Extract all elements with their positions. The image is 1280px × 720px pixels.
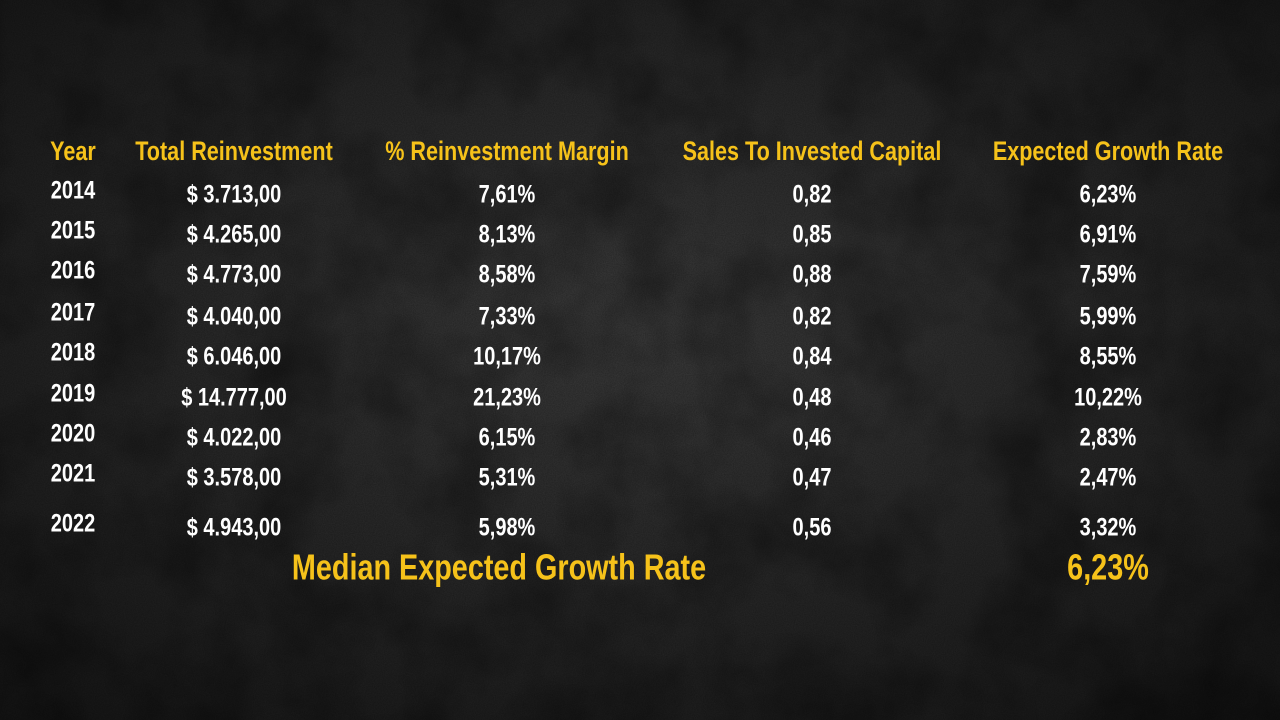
table-cell: 0,82	[793, 303, 832, 331]
table-cell: 8,13%	[479, 221, 536, 249]
column-header: Total Reinvestment	[135, 137, 333, 167]
year-cell: 2017	[51, 299, 95, 327]
table-cell: $ 4.773,00	[187, 261, 281, 289]
table-cell: 2,83%	[1080, 424, 1137, 452]
table-cell: $ 4.040,00	[187, 303, 281, 331]
table-cell: $ 14.777,00	[181, 384, 287, 412]
table-cell: 10,17%	[473, 343, 541, 371]
table-cell: 3,32%	[1080, 514, 1137, 542]
year-cell: 2014	[51, 177, 96, 205]
table-cell: 0,85	[793, 221, 832, 249]
table-cell: $ 4.943,00	[187, 514, 281, 542]
table-cell: 7,59%	[1080, 261, 1137, 289]
year-cell: 2022	[51, 510, 95, 538]
year-cell: 2015	[51, 217, 95, 245]
table-cell: $ 4.265,00	[187, 221, 281, 249]
table-cell: 5,31%	[479, 464, 536, 492]
column-header: Year	[50, 137, 96, 167]
table-cell: 8,55%	[1080, 343, 1137, 371]
column-header: Expected Growth Rate	[993, 137, 1223, 167]
table-cell: 0,48	[793, 384, 832, 412]
table-cell: 7,61%	[479, 181, 536, 209]
table-cell: 7,33%	[479, 303, 536, 331]
summary-label: Median Expected Growth Rate	[292, 546, 706, 587]
year-cell: 2019	[51, 380, 95, 408]
table-cell: $ 6.046,00	[187, 343, 281, 371]
table-cell: $ 4.022,00	[187, 424, 281, 452]
year-cell: 2020	[51, 420, 95, 448]
table: Year Total Reinvestment % Reinvestment Mar…	[50, 137, 1223, 587]
table-cell: 0,84	[793, 343, 832, 371]
table-cell: 2,47%	[1080, 464, 1137, 492]
year-cell: 2018	[51, 339, 95, 367]
table-cell: 8,58%	[479, 261, 536, 289]
table-cell: $ 3.578,00	[187, 464, 281, 492]
table-cell: 0,88	[793, 261, 832, 289]
year-cell: 2016	[51, 257, 95, 285]
table-cell: $ 3.713,00	[187, 181, 281, 209]
table-cell: 5,98%	[479, 514, 536, 542]
column-header: Sales To Invested Capital	[683, 137, 942, 167]
column-header: % Reinvestment Margin	[385, 137, 629, 167]
summary-value: 6,23%	[1067, 546, 1149, 587]
table-cell: 6,15%	[479, 424, 536, 452]
table-cell: 6,91%	[1080, 221, 1137, 249]
table-cell: 0,56	[793, 514, 832, 542]
table-cell: 10,22%	[1074, 384, 1142, 412]
table-cell: 6,23%	[1080, 181, 1137, 209]
table-cell: 5,99%	[1080, 303, 1137, 331]
table-cell: 0,46	[793, 424, 832, 452]
year-cell: 2021	[51, 460, 95, 488]
table-cell: 0,82	[793, 181, 832, 209]
table-cell: 0,47	[793, 464, 832, 492]
table-cell: 21,23%	[473, 384, 541, 412]
